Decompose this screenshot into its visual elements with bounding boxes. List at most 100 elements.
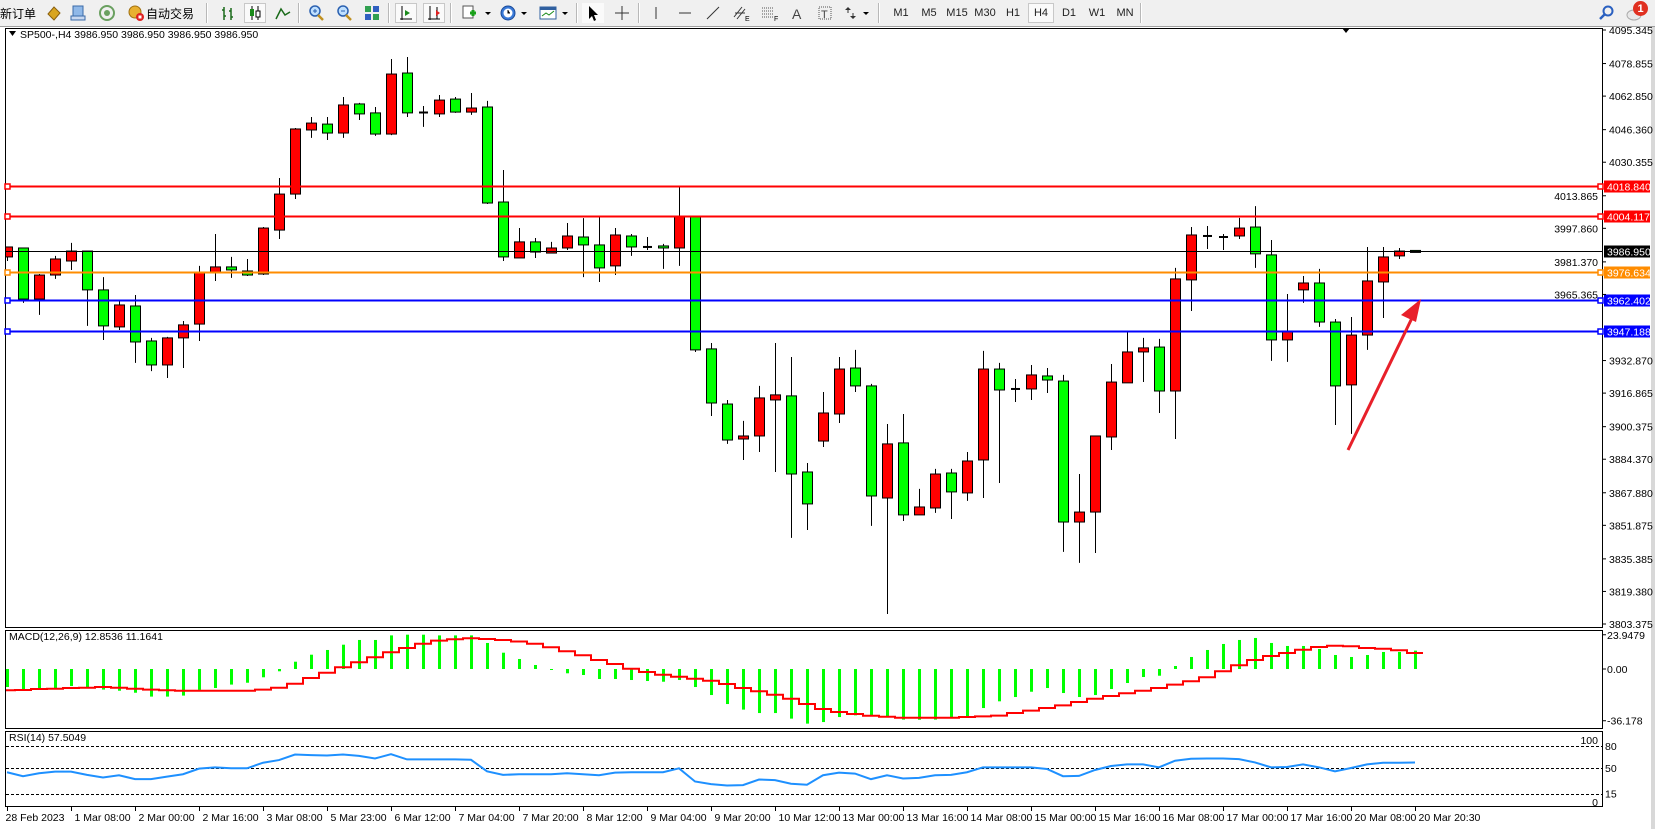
macd-histogram-bar <box>518 658 521 669</box>
cursor-icon[interactable] <box>582 3 604 23</box>
macd-panel-frame <box>5 630 1603 729</box>
toolbar-separator <box>878 3 880 23</box>
text-icon[interactable]: A <box>786 3 808 23</box>
candle-body <box>834 368 845 415</box>
text-label-icon[interactable]: T <box>814 3 836 23</box>
level-anchor-handle[interactable] <box>1597 269 1604 276</box>
time-axis-label: 17 Mar 00:00 <box>1227 812 1289 824</box>
macd-axis-label: -36.178 <box>1607 716 1643 728</box>
macd-histogram-bar <box>630 669 633 681</box>
auto-trading-button[interactable]: 自动交易 <box>122 3 198 23</box>
time-axis-label: 13 Mar 00:00 <box>843 812 905 824</box>
candle <box>1234 217 1245 240</box>
templates-button[interactable] <box>536 3 572 23</box>
candle-body <box>338 104 349 134</box>
auto-scroll-icon[interactable] <box>423 3 445 23</box>
svg-text:T: T <box>821 9 828 21</box>
chart-shift-icon[interactable] <box>395 3 417 23</box>
chart-shift-marker[interactable] <box>1342 28 1350 33</box>
bar-chart-icon[interactable] <box>217 3 239 23</box>
period-d1[interactable]: D1 <box>1061 7 1077 19</box>
horizontal-line-icon[interactable] <box>674 3 696 23</box>
price-tick-label: 3997.860 <box>1554 223 1598 235</box>
price-level-tag <box>1604 266 1650 279</box>
macd-histogram-bar <box>774 669 777 714</box>
macd-histogram-bar <box>1334 654 1337 669</box>
macd-histogram-bar <box>886 669 889 718</box>
macd-histogram-bar <box>1206 649 1209 669</box>
candle-body <box>610 234 621 267</box>
period-h1[interactable]: H1 <box>1005 7 1021 19</box>
candle-body <box>146 340 157 366</box>
candlestick-chart-icon[interactable] <box>244 3 266 23</box>
trendline-icon[interactable] <box>702 3 724 23</box>
macd-histogram-bar <box>214 669 217 689</box>
price-tick-label: 3965.365 <box>1554 289 1598 301</box>
toolbar-separator <box>1140 3 1142 23</box>
signals-icon[interactable] <box>96 3 118 23</box>
new-order-button[interactable]: 新订单 <box>0 3 36 23</box>
candle-body <box>930 473 941 509</box>
candle-body <box>658 245 669 249</box>
candle <box>114 300 125 330</box>
candle-body <box>674 215 685 249</box>
navigator-icon[interactable] <box>68 3 88 23</box>
level-anchor-handle[interactable] <box>4 183 11 190</box>
macd-histogram-bar <box>902 669 905 720</box>
macd-histogram-bar <box>950 669 953 719</box>
market-watch-icon[interactable] <box>44 3 64 23</box>
period-m30[interactable]: M30 <box>974 7 996 19</box>
fibonacci-icon[interactable]: F <box>758 3 782 23</box>
symbol-menu-triangle-icon[interactable] <box>9 31 16 36</box>
indicators-button[interactable] <box>459 3 493 23</box>
level-anchor-handle[interactable] <box>4 269 11 276</box>
zoom-in-icon[interactable] <box>305 3 327 23</box>
level-anchor-handle[interactable] <box>4 213 11 220</box>
macd-histogram-bar <box>118 669 121 691</box>
period-mn[interactable]: MN <box>1116 7 1134 19</box>
periods-button[interactable] <box>497 3 531 23</box>
macd-histogram-bar <box>134 669 137 693</box>
macd-histogram-bar <box>262 669 265 678</box>
arrows-button[interactable] <box>840 3 872 23</box>
time-axis-label: 20 Mar 08:00 <box>1355 812 1417 824</box>
price-tick-label: 3916.865 <box>1609 388 1653 400</box>
period-w1[interactable]: W1 <box>1088 7 1106 19</box>
candle-body <box>1138 347 1149 353</box>
period-h4[interactable]: H4 <box>1028 3 1054 23</box>
candle-body <box>1250 226 1261 255</box>
candle <box>482 100 493 205</box>
crosshair-icon[interactable] <box>611 3 633 23</box>
equidistant-channel-icon[interactable]: E <box>730 3 754 23</box>
candle-body <box>1154 346 1165 392</box>
candle-body <box>626 235 637 248</box>
rsi-axis-label: 100 <box>1580 735 1598 747</box>
tile-windows-icon[interactable] <box>361 3 383 23</box>
candle-body <box>962 460 973 494</box>
level-anchor-handle[interactable] <box>1597 183 1604 190</box>
line-chart-icon[interactable] <box>272 3 294 23</box>
level-anchor-handle[interactable] <box>4 328 11 335</box>
macd-histogram-bar <box>230 669 233 685</box>
period-m1[interactable]: M1 <box>893 7 909 19</box>
candle-body <box>50 258 61 276</box>
annotation-arrow[interactable] <box>1346 299 1421 451</box>
price-tick-label: 3851.875 <box>1609 520 1653 532</box>
toolbar-separator <box>576 3 578 23</box>
macd-histogram-bar <box>934 669 937 720</box>
zoom-out-icon[interactable] <box>333 3 355 23</box>
price-level-label: 3962.402 <box>1607 296 1651 308</box>
candle-body <box>1186 234 1197 281</box>
period-m15[interactable]: M15 <box>946 7 968 19</box>
level-anchor-handle[interactable] <box>1597 297 1604 304</box>
candle-body <box>530 241 541 253</box>
vertical-line-icon[interactable] <box>645 3 667 23</box>
candle-body <box>978 368 989 461</box>
price-tick-label: 4062.850 <box>1609 91 1653 103</box>
search-icon[interactable] <box>1597 3 1617 23</box>
level-anchor-handle[interactable] <box>1597 213 1604 220</box>
level-anchor-handle[interactable] <box>4 297 11 304</box>
level-anchor-handle[interactable] <box>1597 328 1604 335</box>
period-m5[interactable]: M5 <box>921 7 937 19</box>
